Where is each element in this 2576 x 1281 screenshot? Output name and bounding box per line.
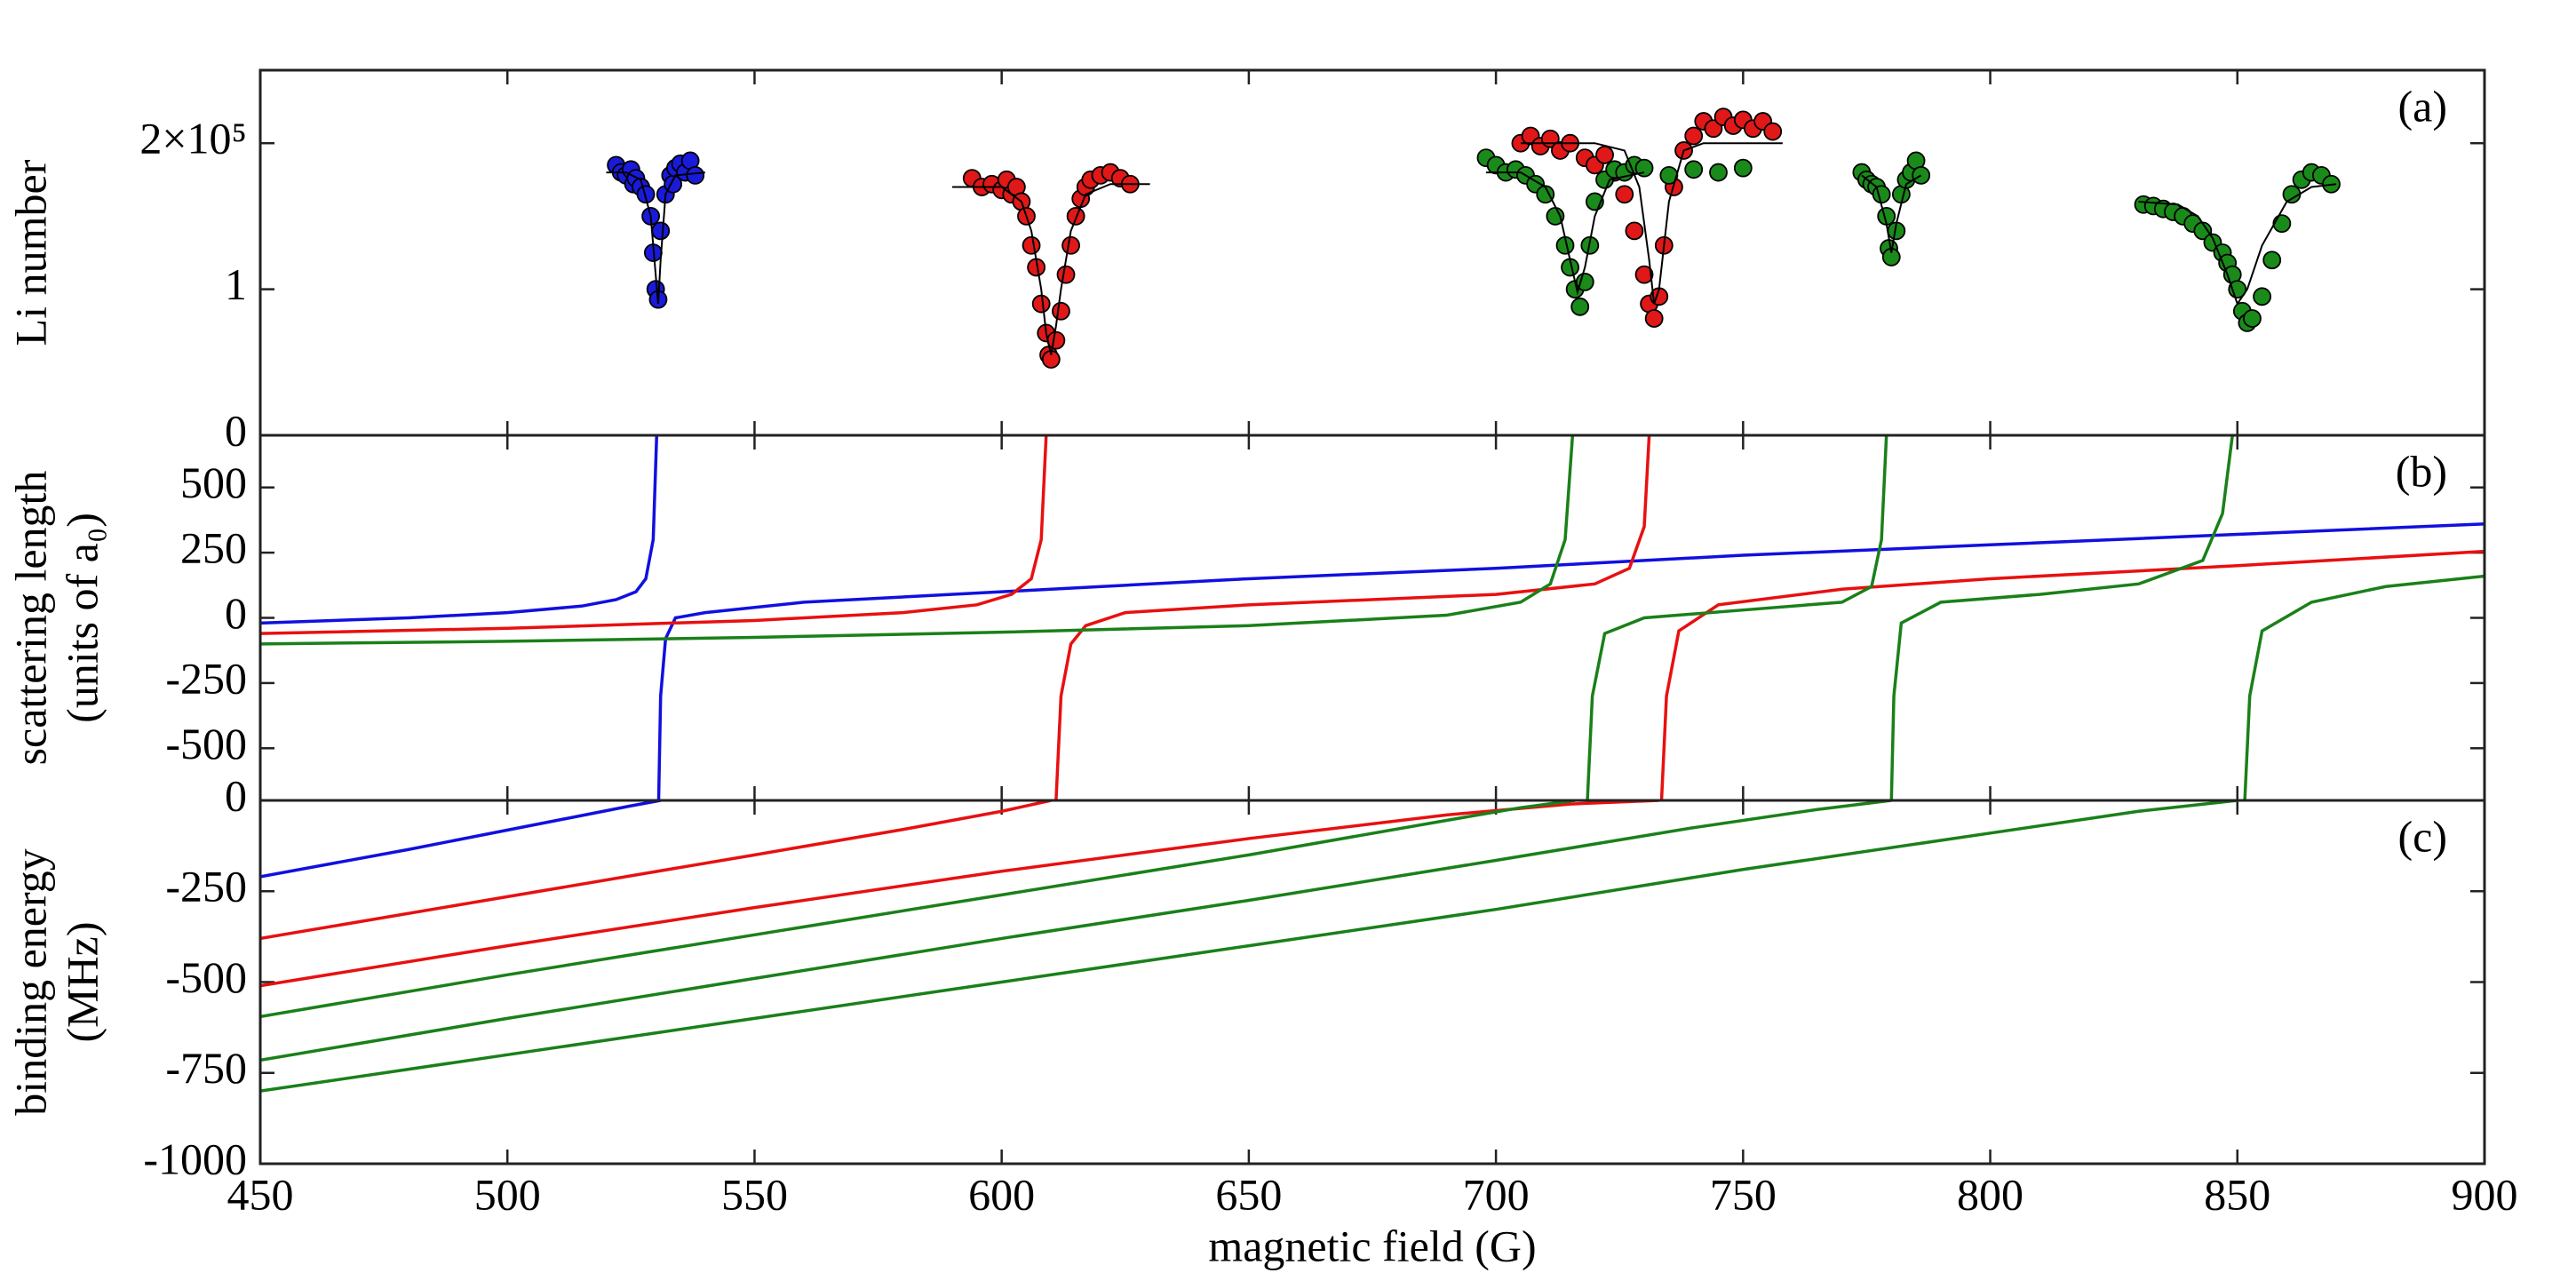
x-tick-label: 500 (474, 1169, 541, 1219)
data-point (1634, 265, 1654, 284)
data-point (1575, 272, 1594, 291)
y-tick-label: 0 (225, 770, 247, 820)
y-tick-label: 2×10⁵ (139, 114, 247, 163)
y-tick-label: 0 (225, 588, 247, 638)
curve (260, 435, 2485, 800)
data-point (686, 165, 705, 185)
curve (260, 800, 1052, 941)
panel-frame (258, 799, 2486, 1166)
data-point (1684, 160, 1704, 179)
curve (1861, 174, 1922, 253)
data-point (1625, 221, 1644, 241)
data-point (1061, 235, 1080, 255)
data-point (1763, 122, 1783, 141)
series-group (606, 107, 2341, 369)
data-point (1046, 330, 1066, 350)
panel-label: (a) (2398, 81, 2448, 131)
y-axis-label: scattering length (5, 471, 55, 766)
curve (1485, 171, 1645, 296)
curve (2138, 183, 2337, 306)
x-tick-label: 650 (1215, 1169, 1282, 1219)
data-point (1056, 265, 1076, 284)
curve (952, 183, 1150, 355)
y-tick-label: -500 (165, 952, 247, 1002)
curve (606, 171, 705, 305)
x-tick-label: 450 (227, 1169, 294, 1219)
y-tick-label: -500 (165, 719, 247, 768)
data-point (1912, 165, 1931, 185)
x-tick-label: 700 (1463, 1169, 1530, 1219)
y-axis-label: (units of a₀) (57, 513, 107, 723)
data-point (2253, 287, 2272, 306)
x-tick-label: 750 (1710, 1169, 1777, 1219)
panel-label: (b) (2396, 446, 2447, 496)
panel-frame (258, 68, 2486, 437)
x-tick-label: 550 (721, 1169, 788, 1219)
x-tick-label: 800 (1957, 1169, 2023, 1219)
y-tick-label: 500 (180, 458, 247, 507)
y-tick-label: -1000 (143, 1134, 247, 1183)
y-tick-label: -250 (165, 862, 247, 911)
y-tick-label: -750 (165, 1043, 247, 1093)
data-point (1733, 158, 1753, 178)
data-point (2272, 214, 2292, 234)
data-point (1644, 309, 1664, 328)
data-point (1684, 126, 1704, 146)
data-point (1634, 158, 1654, 178)
y-axis-label: binding energy (5, 848, 55, 1115)
curve (260, 800, 1659, 988)
data-point (651, 221, 671, 241)
y-tick-label: 250 (180, 523, 247, 573)
data-point (2262, 251, 2282, 270)
data-point (1066, 206, 1085, 226)
curve (260, 435, 2485, 800)
data-point (1536, 185, 1555, 204)
series-group (260, 800, 2238, 1093)
curve (260, 800, 662, 879)
data-point (1031, 294, 1051, 314)
y-axis-label: (MHz) (57, 921, 107, 1042)
y-tick-label: 1 (225, 259, 247, 309)
data-point (1704, 119, 1723, 139)
curve (260, 800, 2238, 1093)
data-point (1022, 235, 1041, 255)
y-axis-label: Li number (5, 159, 55, 346)
data-point (1570, 297, 1590, 316)
data-point (1872, 185, 1891, 204)
data-point (2243, 309, 2262, 328)
curve (1520, 142, 1783, 305)
curve (260, 800, 1576, 1019)
data-point (1595, 145, 1614, 164)
data-point (1052, 301, 1070, 321)
x-tick-label: 600 (968, 1169, 1035, 1219)
x-tick-label: 900 (2452, 1169, 2518, 1219)
y-tick-label: -250 (165, 653, 247, 703)
panel-label: (c) (2398, 811, 2448, 861)
data-point (1709, 163, 1728, 182)
curve (260, 800, 1892, 1062)
x-tick-label: 850 (2204, 1169, 2270, 1219)
y-tick-label: 0 (225, 405, 247, 455)
data-point (636, 185, 656, 204)
series-group (260, 435, 2485, 800)
x-axis-label: magnetic field (G) (1208, 1221, 1536, 1270)
data-point (1615, 185, 1634, 204)
